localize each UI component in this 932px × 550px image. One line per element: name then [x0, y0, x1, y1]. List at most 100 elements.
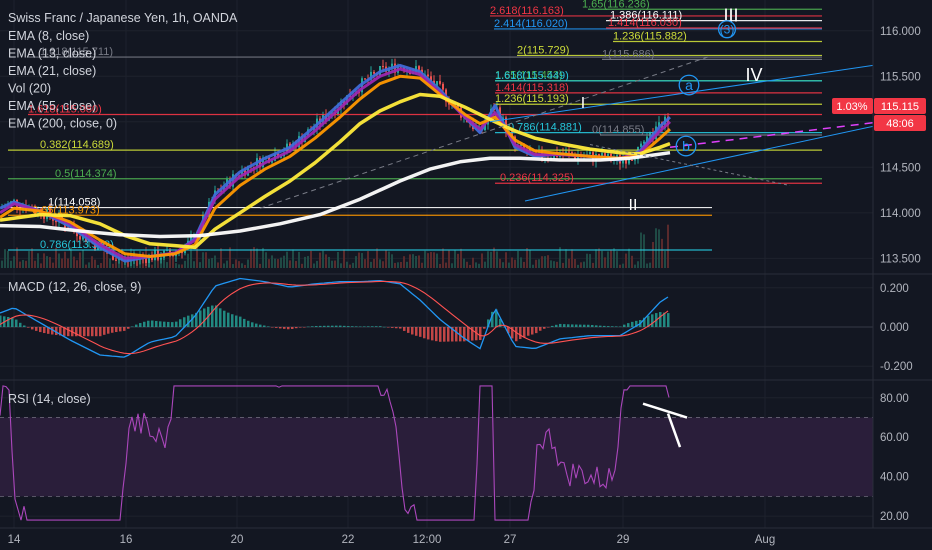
fib-level-label: 2.618(116.163)	[490, 5, 564, 17]
macd-histogram-bar	[551, 325, 554, 327]
indicator-legend-item[interactable]: EMA (8, close)	[8, 29, 89, 43]
macd-histogram-bar	[111, 327, 114, 333]
indicator-legend-item[interactable]: Vol (20)	[8, 82, 51, 96]
volume-bar	[388, 251, 390, 268]
volume-bar	[31, 248, 33, 268]
volume-bar	[469, 264, 471, 268]
indicator-legend-item[interactable]: EMA (13, close)	[8, 47, 96, 61]
volume-bar	[460, 248, 462, 268]
volume-bar	[637, 261, 639, 268]
indicator-legend-item[interactable]: EMA (200, close, 0)	[8, 117, 117, 131]
volume-bar	[64, 251, 66, 268]
macd-histogram-bar	[267, 326, 270, 327]
volume-bar	[544, 256, 546, 268]
candle-body	[646, 136, 648, 142]
macd-histogram-bar	[183, 317, 186, 327]
volume-bar	[67, 258, 69, 268]
macd-histogram-bar	[335, 325, 338, 327]
volume-bar	[358, 252, 360, 268]
volume-bar	[190, 247, 192, 268]
macd-histogram-bar	[567, 324, 570, 327]
volume-bar	[310, 250, 312, 268]
price-tick-label: 114.500	[880, 162, 921, 174]
rsi-trendline[interactable]	[642, 402, 688, 419]
channel-dashed[interactable]	[259, 55, 711, 209]
volume-bar	[304, 256, 306, 268]
volume-bar	[622, 263, 624, 268]
indicator-legend-item[interactable]: EMA (21, close)	[8, 64, 96, 78]
rsi-arrow[interactable]	[666, 413, 682, 448]
indicator-legend-item[interactable]: EMA (55, close)	[8, 99, 96, 113]
volume-bar	[370, 261, 372, 268]
candle-body	[145, 257, 147, 263]
macd-histogram-bar	[663, 312, 666, 327]
macd-histogram-bar	[223, 310, 226, 327]
macd-histogram-bar	[511, 327, 514, 339]
volume-bar	[241, 263, 243, 268]
trendline-lower[interactable]	[524, 125, 874, 202]
volume-bar	[442, 248, 444, 268]
macd-histogram-bar	[575, 324, 578, 327]
macd-pane	[0, 277, 873, 358]
wave-circle	[678, 74, 700, 96]
volume-bar	[607, 251, 609, 268]
macd-histogram-bar	[283, 327, 286, 329]
volume-bar	[583, 261, 585, 268]
volume-bar	[298, 251, 300, 268]
ema-line	[0, 150, 671, 239]
macd-histogram-bar	[239, 316, 242, 327]
x-tick-label: 14	[8, 534, 21, 546]
volume-bar	[439, 263, 441, 268]
countdown: 48:06	[886, 118, 914, 130]
price-legend[interactable]: EMA (8, close) EMA (13, close) EMA (21, cl…	[8, 29, 117, 131]
macd-histogram-bar	[323, 325, 326, 327]
volume-bar	[424, 250, 426, 268]
macd-histogram-bar	[75, 327, 78, 337]
macd-histogram-bar	[615, 326, 618, 327]
candle-body	[301, 136, 303, 143]
macd-histogram-bar	[623, 324, 626, 327]
volume-bar	[238, 261, 240, 268]
projection-dashed[interactable]	[589, 144, 791, 187]
macd-histogram-bar	[355, 326, 358, 327]
macd-histogram-bar	[523, 327, 526, 338]
volume-bar	[490, 251, 492, 268]
volume-bar	[73, 256, 75, 268]
macd-histogram-bar	[215, 305, 218, 327]
macd-tick-label: 0.000	[880, 322, 909, 334]
volume-bar	[397, 262, 399, 268]
volume-bar	[319, 252, 321, 268]
volume-bar	[421, 262, 423, 268]
volume-bar	[658, 229, 660, 268]
volume-bar	[448, 250, 450, 268]
candle-body	[373, 71, 375, 74]
fib-level-label: 1(115.686)	[602, 48, 654, 60]
macd-histogram-bar	[563, 324, 566, 327]
volume-bar	[466, 261, 468, 268]
volume-bar	[202, 252, 204, 268]
volume-bar	[313, 263, 315, 268]
candle-body	[631, 159, 633, 161]
volume-bar	[550, 260, 552, 268]
volume-bar	[196, 247, 198, 268]
trendline-upper[interactable]	[489, 64, 874, 123]
volume-bar	[463, 258, 465, 268]
volume-bar	[247, 259, 249, 268]
fib-level-label: 1.65(115.453)	[495, 70, 563, 82]
volume-bar	[166, 262, 168, 268]
volume-bar	[214, 255, 216, 268]
volume-bar	[328, 256, 330, 268]
volume-bar	[526, 248, 528, 268]
projection-line[interactable]	[669, 121, 874, 149]
macd-histogram-bar	[119, 327, 122, 332]
volume-bar	[373, 258, 375, 268]
volume-bar	[223, 263, 225, 268]
macd-histogram-bar	[143, 321, 146, 327]
macd-histogram-bar	[303, 327, 306, 328]
volume-bar	[367, 251, 369, 268]
candle-body	[280, 156, 282, 158]
macd-histogram-bar	[599, 325, 602, 327]
macd-histogram-bar	[491, 311, 494, 327]
